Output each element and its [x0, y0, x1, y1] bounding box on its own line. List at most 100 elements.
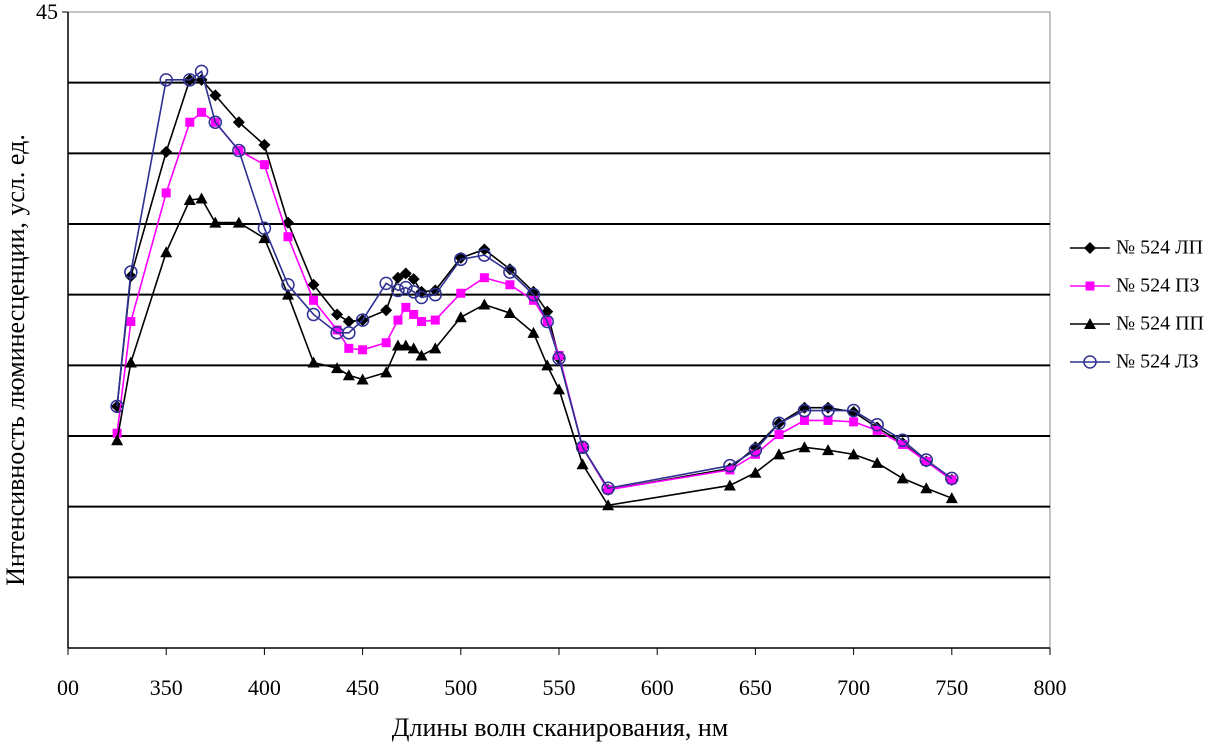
x-tick-label: 450 — [346, 675, 379, 700]
marker — [541, 359, 554, 371]
marker — [723, 458, 737, 473]
marker — [307, 278, 320, 291]
marker — [399, 339, 412, 351]
x-axis-label: Длины волн сканирования, нм — [392, 713, 728, 742]
marker — [429, 342, 442, 354]
marker — [407, 273, 420, 286]
x-tick-label: 650 — [739, 675, 772, 700]
marker — [185, 117, 195, 127]
marker — [503, 265, 517, 279]
marker — [479, 273, 489, 283]
marker — [208, 115, 223, 129]
marker — [344, 343, 354, 353]
marker — [505, 280, 515, 290]
marker — [822, 444, 835, 456]
marker — [774, 430, 784, 440]
marker — [110, 399, 124, 414]
marker — [232, 143, 246, 158]
marker — [526, 287, 541, 302]
marker — [306, 307, 321, 322]
marker — [258, 138, 271, 151]
marker — [454, 252, 468, 267]
marker — [749, 466, 762, 478]
marker — [554, 350, 564, 360]
marker — [355, 313, 370, 327]
marker — [417, 317, 427, 327]
marker — [871, 456, 884, 468]
marker — [401, 302, 411, 312]
marker — [183, 73, 197, 87]
marker — [393, 315, 403, 325]
marker — [919, 453, 934, 467]
marker — [307, 356, 320, 368]
marker — [309, 295, 318, 305]
marker — [895, 433, 910, 447]
x-tick-label: 700 — [837, 675, 870, 700]
marker — [407, 342, 420, 354]
marker — [947, 475, 957, 485]
marker — [772, 448, 785, 460]
x-tick-label: 750 — [935, 675, 968, 700]
legend-marker — [1085, 281, 1095, 291]
marker — [380, 304, 393, 317]
marker — [342, 369, 355, 381]
marker — [822, 401, 835, 414]
marker — [527, 326, 540, 338]
x-tick-label: 800 — [1034, 675, 1067, 700]
marker — [430, 315, 440, 325]
marker — [258, 232, 271, 244]
marker — [797, 403, 812, 418]
marker — [800, 415, 809, 425]
marker — [381, 338, 391, 348]
legend-marker — [1083, 355, 1097, 369]
marker — [197, 107, 207, 117]
marker — [160, 246, 173, 258]
marker — [846, 403, 861, 418]
marker — [112, 428, 122, 438]
marker — [232, 216, 245, 228]
marker — [391, 271, 404, 284]
marker — [414, 290, 429, 305]
legend-label: № 524 ЛЗ — [1116, 351, 1199, 373]
marker — [379, 276, 393, 291]
marker — [602, 499, 615, 511]
marker — [160, 145, 173, 158]
marker — [283, 232, 293, 242]
legend-label: № 524 ЛП — [1116, 237, 1203, 259]
x-tick-label: 00 — [57, 675, 79, 700]
marker — [603, 485, 613, 495]
marker — [772, 416, 786, 431]
marker — [161, 188, 171, 198]
marker — [391, 283, 405, 298]
marker — [920, 482, 933, 494]
legend-marker — [1084, 242, 1096, 254]
marker — [358, 345, 368, 355]
marker — [552, 351, 566, 366]
marker — [399, 280, 413, 295]
marker — [945, 471, 959, 486]
marker — [183, 193, 196, 205]
marker — [194, 64, 209, 79]
marker — [478, 298, 491, 310]
marker — [159, 73, 173, 87]
y-tick-label: 45 — [36, 0, 58, 24]
series-line — [116, 197, 953, 507]
x-tick-label: 400 — [248, 675, 281, 700]
marker — [576, 458, 589, 470]
marker — [725, 465, 735, 475]
marker — [342, 326, 356, 340]
marker — [503, 307, 516, 319]
x-tick-label: 550 — [543, 675, 576, 700]
marker — [232, 116, 245, 129]
marker — [723, 479, 736, 491]
marker — [380, 366, 393, 378]
marker — [124, 265, 138, 279]
marker — [821, 403, 835, 418]
marker — [332, 325, 342, 335]
marker — [415, 349, 428, 361]
marker — [391, 339, 404, 351]
x-tick-label: 600 — [641, 675, 674, 700]
marker — [209, 89, 222, 102]
marker — [399, 267, 412, 280]
marker — [429, 284, 442, 297]
